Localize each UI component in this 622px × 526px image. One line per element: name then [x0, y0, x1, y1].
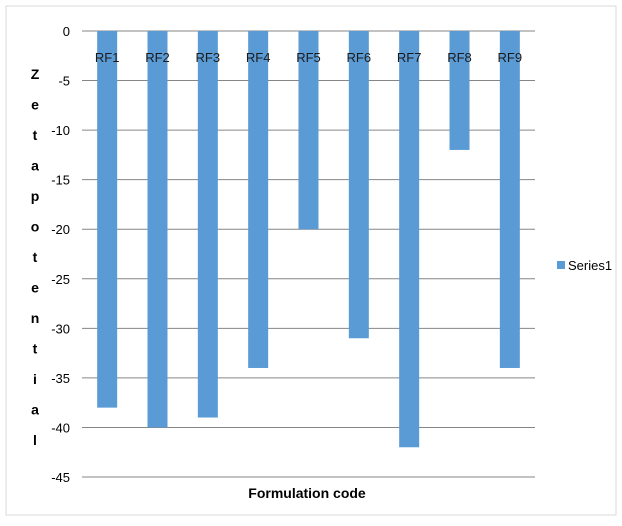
- y-tick-label: -35: [51, 371, 70, 386]
- y-axis-label-letter: i: [33, 371, 37, 387]
- x-tick-label: RF1: [95, 50, 120, 65]
- bar-rf5: [298, 31, 319, 230]
- y-tick-label: -15: [51, 173, 70, 188]
- y-axis-label-letter: a: [31, 158, 39, 174]
- y-tick-labels: 0 -5 -10 -15 -20 -25 -30 -35 -40 -45: [51, 24, 70, 485]
- y-axis-label-letter: p: [31, 188, 40, 204]
- legend: Series1: [557, 258, 612, 273]
- y-axis-label-letter: e: [31, 280, 39, 296]
- bar-rf3: [197, 31, 218, 418]
- bar-rf1: [97, 31, 118, 408]
- bar-rf8: [449, 31, 470, 150]
- bar-rf2: [147, 31, 168, 428]
- x-tick-label: RF8: [447, 50, 472, 65]
- x-tick-label: RF6: [347, 50, 372, 65]
- y-tick-label: -20: [51, 222, 70, 237]
- y-tick-label: -45: [51, 470, 70, 485]
- bar-rf9: [499, 31, 520, 368]
- y-axis-label-letter: l: [33, 432, 37, 448]
- y-axis-label-letter: t: [33, 249, 38, 265]
- y-axis-label-letter: a: [31, 402, 39, 418]
- y-axis-label-letter: t: [33, 127, 38, 143]
- y-axis-label-letter: n: [31, 310, 40, 326]
- bar-rf7: [399, 31, 420, 448]
- legend-swatch-series1: [557, 261, 565, 269]
- x-axis-label: Formulation code: [248, 485, 366, 501]
- legend-label-series1: Series1: [568, 258, 612, 273]
- bar-rf6: [348, 31, 369, 339]
- y-tick-label: -10: [51, 123, 70, 138]
- x-tick-label: RF4: [246, 50, 271, 65]
- x-tick-label: RF3: [196, 50, 221, 65]
- y-tick-label: -25: [51, 272, 70, 287]
- bar-rf4: [248, 31, 269, 368]
- y-tick-label: -5: [58, 74, 70, 89]
- y-tick-label: -30: [51, 321, 70, 336]
- y-axis-label-letter: o: [31, 219, 40, 235]
- x-tick-label: RF7: [397, 50, 422, 65]
- bars: [97, 31, 520, 448]
- x-tick-label: RF5: [296, 50, 321, 65]
- y-axis-label-letter: t: [33, 341, 38, 357]
- x-tick-labels: RF1 RF2 RF3 RF4 RF5 RF6 RF7 RF8 RF9: [95, 50, 522, 65]
- x-tick-label: RF9: [498, 50, 523, 65]
- y-tick-label: -40: [51, 420, 70, 435]
- y-axis-label-letter: Z: [31, 66, 40, 82]
- y-axis-label-letter: e: [31, 97, 39, 113]
- y-tick-label: 0: [63, 24, 70, 39]
- x-tick-label: RF2: [145, 50, 170, 65]
